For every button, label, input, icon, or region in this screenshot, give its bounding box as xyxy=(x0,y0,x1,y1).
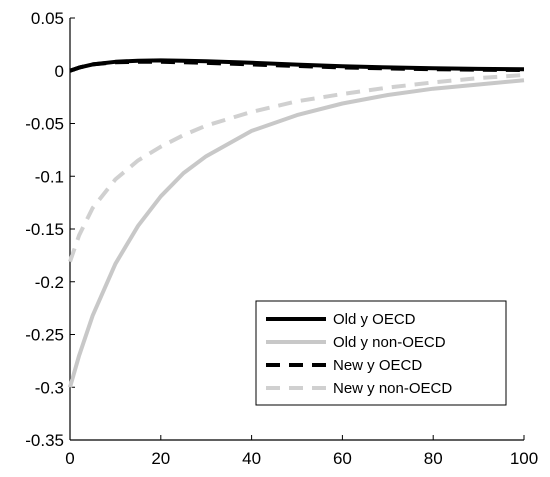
legend-label: New y OECD xyxy=(333,357,422,374)
y-tick-label: -0.3 xyxy=(35,378,64,397)
x-tick-label: 60 xyxy=(333,449,352,468)
y-tick-label: -0.1 xyxy=(35,167,64,186)
x-tick-label: 80 xyxy=(424,449,443,468)
series-line-new-y-non-oecd xyxy=(68,73,525,263)
axes: 0.050-0.05-0.1-0.15-0.2-0.25-0.3-0.350 20… xyxy=(25,9,538,468)
y-tick-label: -0.25 xyxy=(25,326,64,345)
series-lines xyxy=(68,58,525,388)
x-tick-label: 0 xyxy=(65,449,74,468)
x-tick-label: 40 xyxy=(242,449,261,468)
legend: Old y OECD Old y non-OECD New y OECD New y … xyxy=(255,300,507,406)
series-line-old-y-non-oecd xyxy=(68,78,525,388)
y-tick-label: 0 xyxy=(55,62,64,81)
legend-label: New y non-OECD xyxy=(333,380,452,397)
legend-label: Old y OECD xyxy=(333,311,416,328)
x-tick-label: 100 xyxy=(510,449,538,468)
legend-label: Old y non-OECD xyxy=(333,334,446,351)
y-tick-label: -0.05 xyxy=(25,115,64,134)
series-line-new-y-oecd xyxy=(69,59,525,73)
y-tick-label: 0.05 xyxy=(31,9,64,28)
y-tick-label: -0.15 xyxy=(25,220,64,239)
y-tick-label: -0.35 xyxy=(25,431,64,450)
x-tick-label: 20 xyxy=(151,449,170,468)
y-tick-label: -0.2 xyxy=(35,273,64,292)
